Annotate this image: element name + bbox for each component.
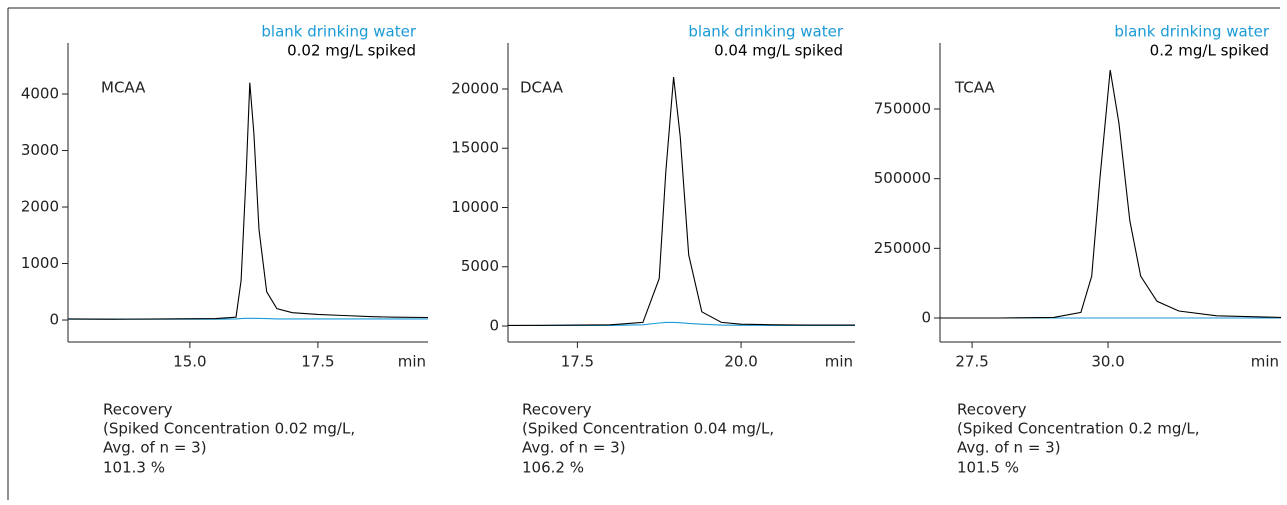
y-tick-label: 500000 [874, 169, 931, 187]
legend-label: 0.04 mg/L spiked [714, 42, 843, 60]
compound-label: MCAA [101, 79, 146, 97]
series-line [507, 77, 855, 326]
x-axis-label: min [1251, 353, 1279, 371]
legend-label: blank drinking water [1114, 23, 1269, 41]
legend-label: 0.02 mg/L spiked [287, 42, 416, 60]
x-tick-label: 30.0 [1091, 353, 1124, 371]
recovery-label: Recovery [522, 401, 592, 419]
legend-label: 0.2 mg/L spiked [1150, 42, 1269, 60]
y-tick-label: 3000 [21, 141, 59, 159]
x-tick-label: 27.5 [955, 353, 988, 371]
recovery-average: Avg. of n = 3) [957, 439, 1061, 457]
recovery-value: 106.2 % [522, 459, 584, 477]
y-tick-label: 0 [49, 311, 59, 329]
y-tick-label: 4000 [21, 85, 59, 103]
x-axis-label: min [398, 353, 426, 371]
y-tick-label: 5000 [461, 257, 499, 275]
y-tick-label: 1000 [21, 254, 59, 272]
recovery-value: 101.3 % [103, 459, 165, 477]
recovery-condition: (Spiked Concentration 0.2 mg/L, [957, 420, 1200, 438]
y-tick-label: 2000 [21, 198, 59, 216]
y-tick-label: 0 [921, 309, 931, 327]
series-line [67, 82, 429, 320]
x-tick-label: 20.0 [724, 353, 757, 371]
x-tick-label: 17.5 [561, 353, 594, 371]
y-tick-label: 20000 [451, 79, 499, 97]
recovery-value: 101.5 % [957, 459, 1019, 477]
y-tick-label: 250000 [874, 239, 931, 257]
y-tick-label: 750000 [874, 99, 931, 117]
y-tick-label: 15000 [451, 139, 499, 157]
series-line [940, 69, 1282, 319]
y-tick-label: 0 [489, 317, 499, 335]
y-tick-label: 10000 [451, 198, 499, 216]
recovery-average: Avg. of n = 3) [522, 439, 626, 457]
recovery-condition: (Spiked Concentration 0.02 mg/L, [103, 420, 355, 438]
compound-label: TCAA [954, 79, 995, 97]
recovery-condition: (Spiked Concentration 0.04 mg/L, [522, 420, 774, 438]
x-tick-label: 17.5 [301, 353, 334, 371]
recovery-label: Recovery [103, 401, 173, 419]
recovery-average: Avg. of n = 3) [103, 439, 207, 457]
x-axis-label: min [825, 353, 853, 371]
compound-label: DCAA [520, 79, 564, 97]
legend-label: blank drinking water [261, 23, 416, 41]
x-tick-label: 15.0 [173, 353, 206, 371]
legend-label: blank drinking water [688, 23, 843, 41]
recovery-label: Recovery [957, 401, 1027, 419]
